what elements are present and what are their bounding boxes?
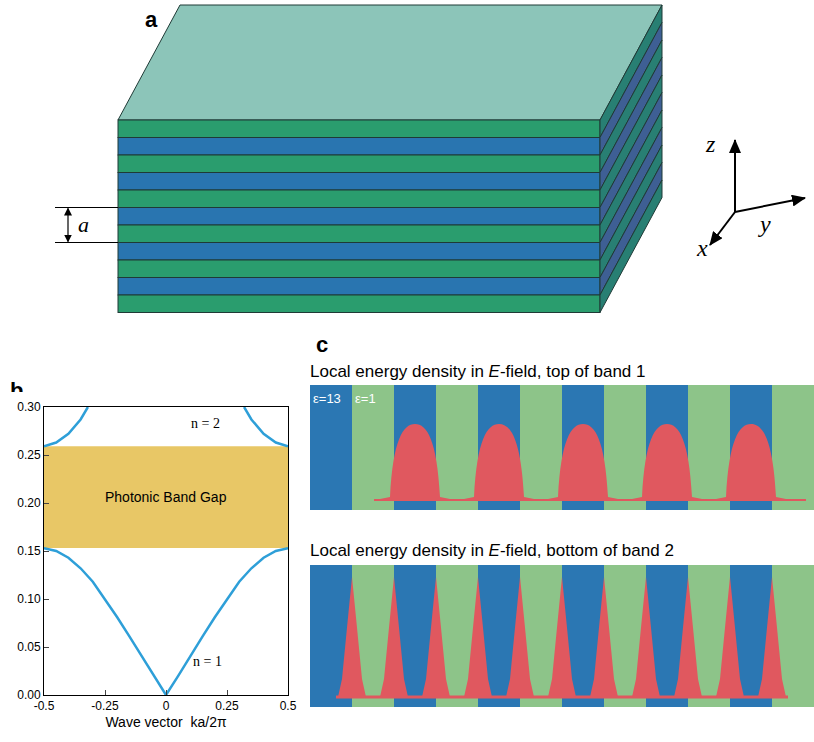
svg-text:0.25: 0.25: [17, 448, 41, 462]
svg-text:n = 1: n = 1: [193, 654, 222, 669]
svg-text:0.00: 0.00: [17, 688, 41, 702]
svg-text:x: x: [696, 235, 708, 261]
svg-text:Local energy density in E-fiel: Local energy density in E-field, top of …: [310, 362, 646, 381]
svg-text:y: y: [758, 211, 771, 237]
svg-text:0.20: 0.20: [17, 496, 41, 510]
svg-text:a: a: [78, 212, 89, 237]
svg-text:-0.25: -0.25: [91, 699, 119, 713]
svg-text:c: c: [316, 332, 328, 357]
svg-text:Wave vector ka/2π: Wave vector ka/2π: [105, 714, 227, 730]
svg-text:ε=1: ε=1: [355, 391, 376, 406]
svg-text:0.5: 0.5: [280, 699, 297, 713]
svg-text:b: b: [10, 378, 23, 403]
svg-text:0.30: 0.30: [17, 400, 41, 414]
svg-text:Local energy density in E-fiel: Local energy density in E-field, bottom …: [310, 541, 674, 560]
svg-text:0: 0: [163, 699, 170, 713]
svg-text:0.10: 0.10: [17, 592, 41, 606]
svg-text:-0.5: -0.5: [34, 699, 55, 713]
svg-text:Photonic Band Gap: Photonic Band Gap: [105, 489, 227, 505]
svg-text:0.25: 0.25: [215, 699, 239, 713]
svg-text:0.15: 0.15: [17, 544, 41, 558]
svg-text:ε=13: ε=13: [313, 391, 341, 406]
svg-text:0.05: 0.05: [17, 640, 41, 654]
svg-text:z: z: [705, 131, 716, 157]
svg-text:a: a: [145, 7, 158, 32]
svg-text:n = 2: n = 2: [191, 416, 220, 431]
